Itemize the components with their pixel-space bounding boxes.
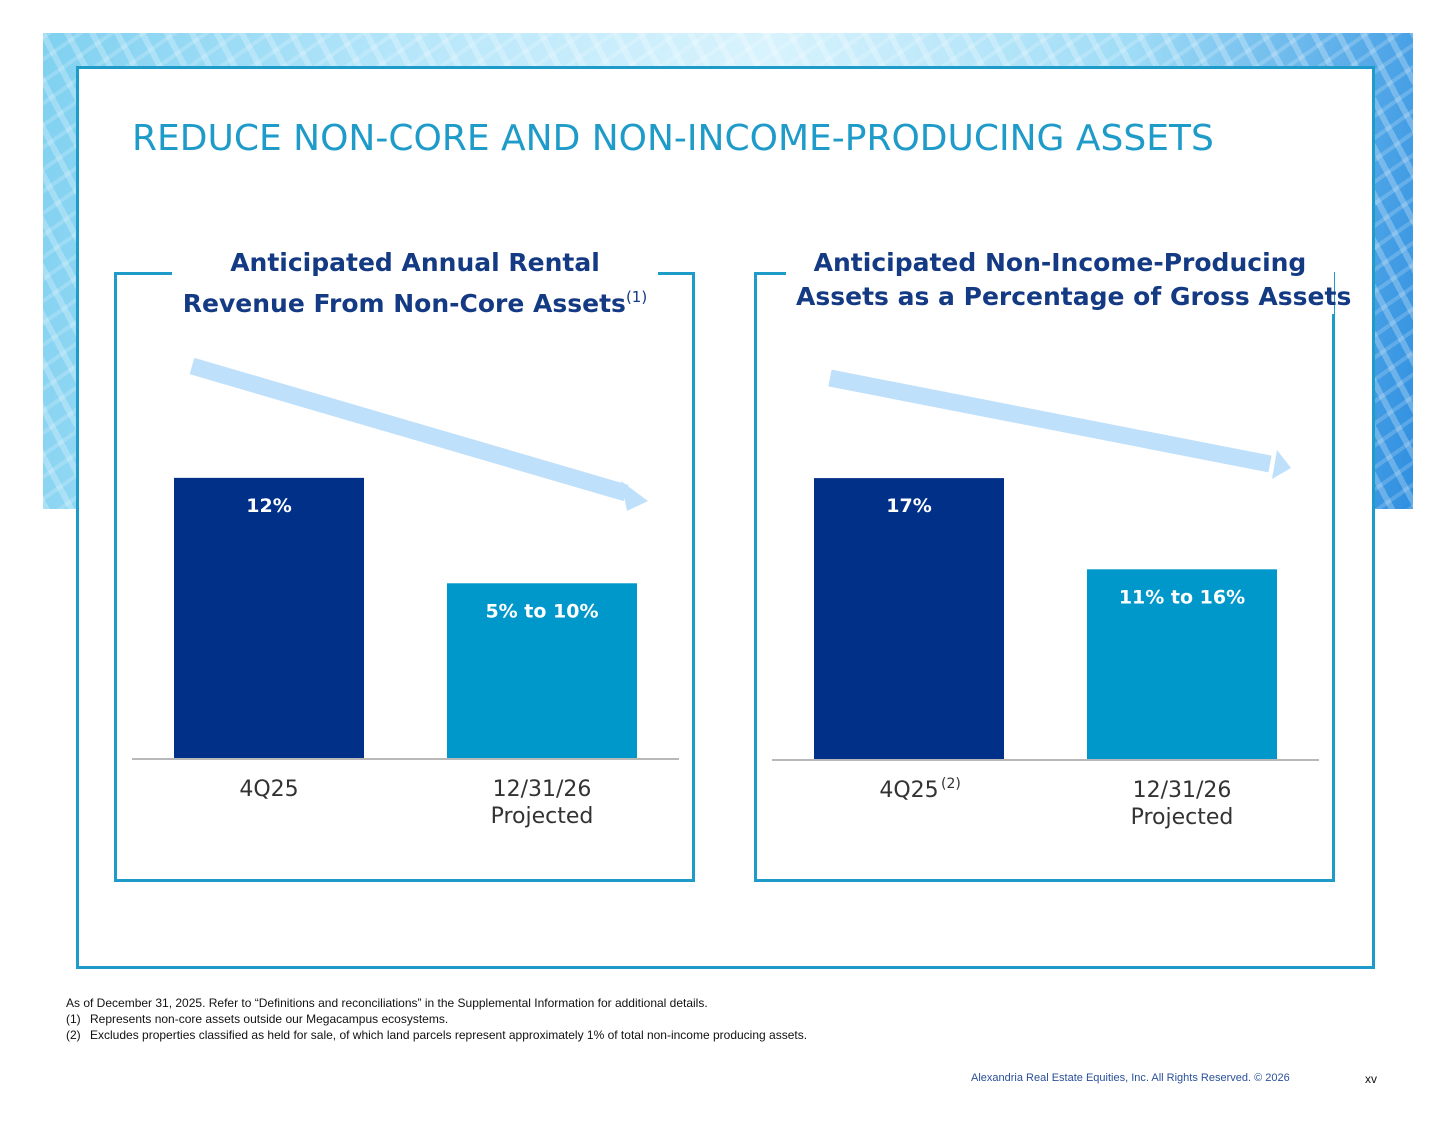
bar-data-label: 17% [886, 495, 931, 517]
trend-arrow-head [621, 481, 648, 511]
footnotes: As of December 31, 2025. Refer to “Defin… [66, 995, 807, 1043]
category-sub-label: Projected [1131, 805, 1234, 830]
copyright-text: Alexandria Real Estate Equities, Inc. Al… [971, 1072, 1290, 1084]
chart-title-footnote-ref: (1) [625, 288, 648, 306]
bar-data-label: 5% to 10% [485, 600, 598, 622]
trend-arrow-shaft [189, 357, 629, 502]
page-title: REDUCE NON-CORE AND NON-INCOME-PRODUCING… [132, 118, 1214, 159]
category-label: 4Q25 [879, 778, 938, 803]
chart-title-rental-revenue: Anticipated Annual Rental Revenue From N… [172, 246, 658, 321]
trend-arrow-shaft [828, 369, 1272, 473]
footnote-2-number: (2) [66, 1028, 81, 1042]
category-label: 4Q25 [239, 777, 298, 802]
bar-4Q25 [814, 478, 1004, 760]
page-number: xv [1365, 1072, 1377, 1086]
footnote-intro: As of December 31, 2025. Refer to “Defin… [66, 996, 708, 1010]
category-label: 12/31/26 [493, 777, 592, 802]
category-footnote-ref: (2) [941, 776, 961, 792]
bar-data-label: 11% to 16% [1119, 586, 1245, 608]
bar-12-31-26 [447, 583, 637, 759]
bar-4Q25 [174, 477, 364, 759]
trend-arrow-head [1272, 450, 1291, 479]
footnote-1: (1) Represents non-core assets outside ou… [66, 1011, 807, 1027]
footnote-1-number: (1) [66, 1012, 81, 1026]
bar-12-31-26 [1087, 569, 1277, 760]
footnote-2-text: Excludes properties classified as held f… [90, 1028, 808, 1042]
bar-data-label: 12% [246, 495, 291, 517]
chart-title-non-income-assets: Anticipated Non-Income-Producing Assets … [786, 246, 1351, 314]
chart-title-line1: Anticipated Non-Income-Producing [813, 248, 1307, 277]
category-sub-label: Projected [491, 804, 594, 829]
chart-title-line1: Anticipated Annual Rental [230, 248, 600, 277]
footnote-2: (2) Excludes properties classified as hel… [66, 1027, 807, 1043]
chart-title-line2: Assets as a Percentage of Gross Assets [796, 282, 1352, 311]
footnote-1-text: Represents non-core assets outside our M… [90, 1012, 449, 1026]
chart-title-line2: Revenue From Non-Core Assets [182, 289, 626, 318]
category-label: 12/31/26 [1133, 778, 1232, 803]
